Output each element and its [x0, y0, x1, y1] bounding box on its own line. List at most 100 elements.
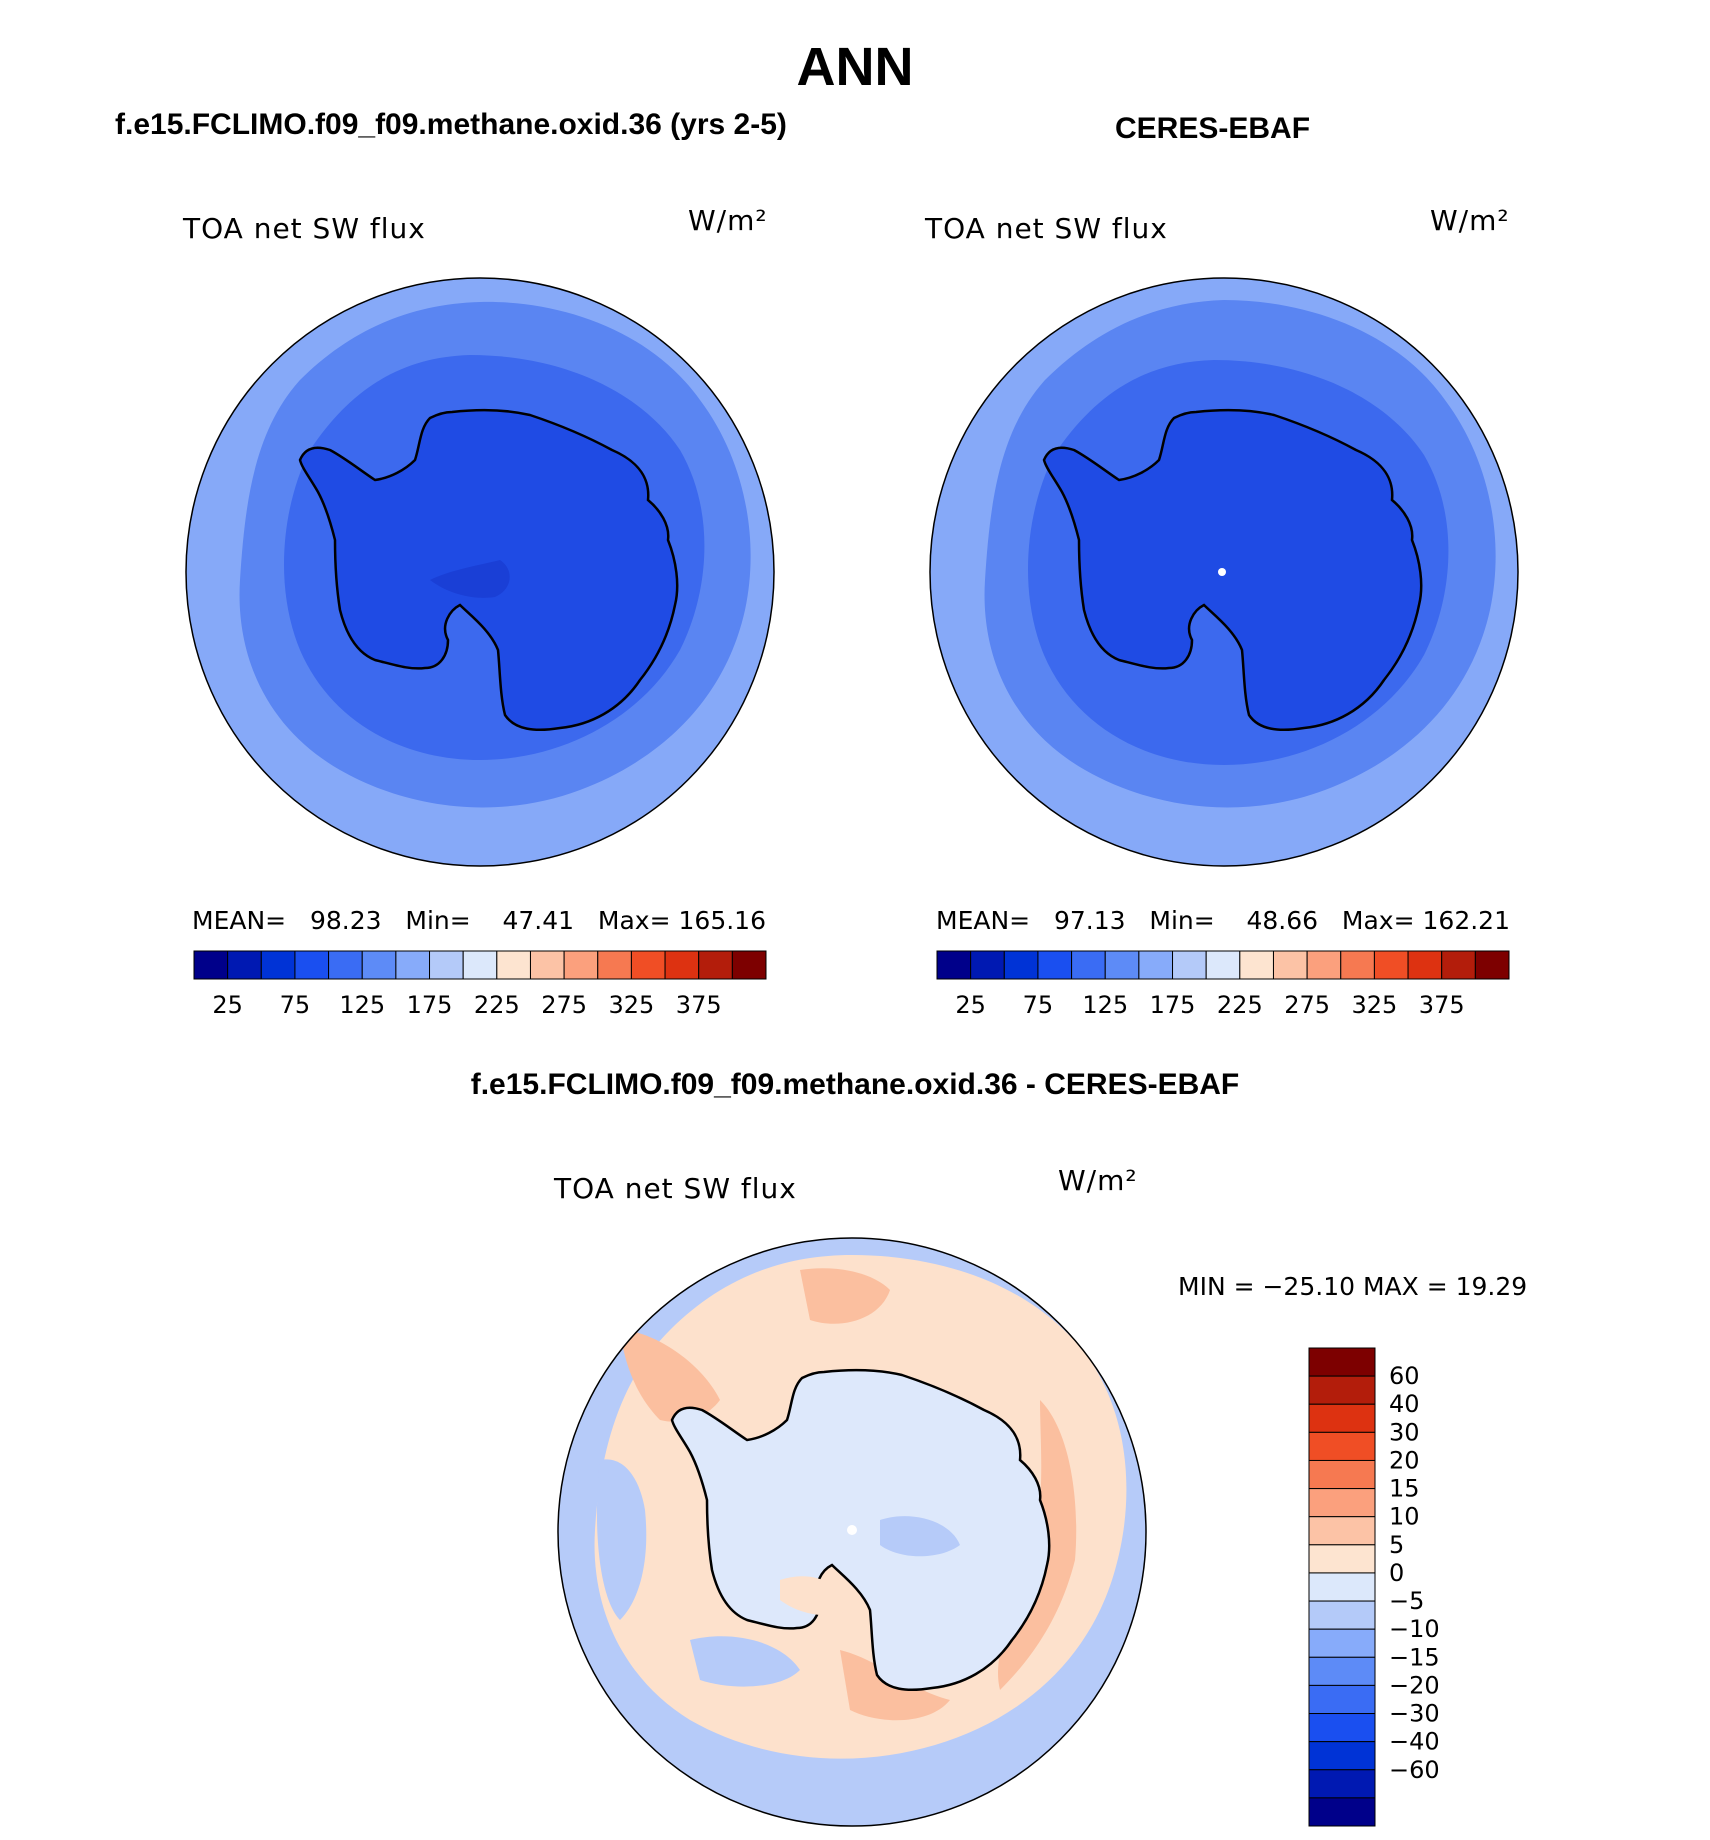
panel1-units-label: W/m² — [688, 204, 768, 237]
panel2-units-label: W/m² — [1430, 204, 1510, 237]
panel2-colorbar-swatch — [1272, 950, 1308, 980]
panel1-colorbar-swatch — [462, 950, 498, 980]
panel1-colorbar-swatch — [227, 950, 262, 980]
panel3-colorbar-swatch — [1308, 1544, 1376, 1574]
panel1-colorbar-swatch — [529, 950, 565, 980]
panel3-colorbar-swatch — [1308, 1684, 1376, 1715]
panel2-max-label: Max= — [1341, 906, 1415, 935]
panel3-interior-neg-patch — [880, 1516, 960, 1557]
panel1-mean-value: 98.23 — [309, 906, 382, 935]
panel3-pole-dot — [847, 1525, 857, 1535]
panel2-map — [930, 278, 1518, 866]
panel2-title: CERES-EBAF — [1115, 112, 1311, 145]
panel3-units-label: W/m² — [1058, 1164, 1138, 1197]
panel1-colorbar-swatch — [328, 950, 363, 980]
panel1-max-label: Max= — [597, 906, 671, 935]
panel2-colorbar-swatch — [970, 950, 1005, 980]
panel2-colorbar-swatch — [1306, 950, 1342, 980]
panel1-colorbar-tick-label: 225 — [474, 991, 520, 1019]
panel1-colorbar-swatch — [395, 950, 431, 980]
panel1-colorbar-swatch — [260, 950, 296, 980]
panel2-colorbar-tick-label: 225 — [1217, 991, 1263, 1019]
panel2-mean-value: 97.13 — [1053, 906, 1126, 935]
panel2-antarctica — [1042, 408, 1423, 732]
panel2-colorbar-swatch — [1441, 950, 1476, 980]
panel1-colorbar-swatch — [731, 950, 767, 980]
panel1-colorbar-swatch — [597, 950, 632, 980]
panel1-max-value: 165.16 — [678, 906, 766, 935]
panel3-colorbar-swatch — [1308, 1375, 1376, 1405]
panel1-colorbar-tick-label: 325 — [609, 991, 655, 1019]
panel2-colorbar-swatch — [1340, 950, 1375, 980]
panel3-colorbar-swatch — [1308, 1713, 1376, 1743]
panel1-variable-label: TOA net SW flux — [183, 212, 426, 245]
panel2-colorbar-swatch — [1373, 950, 1409, 980]
panel3-colorbar-tick-label: 30 — [1389, 1418, 1420, 1446]
panel2-colorbar-swatch — [1138, 950, 1174, 980]
panel3-colorbar-tick-label: −30 — [1389, 1700, 1440, 1728]
panel1-colorbar-swatch — [429, 950, 464, 980]
panel3-colorbar-tick-label: 60 — [1389, 1362, 1420, 1390]
panel3-colorbar-swatch — [1308, 1403, 1376, 1433]
panel2-colorbar-tick-label: 175 — [1150, 991, 1196, 1019]
panel3-pos2-patch-nw — [620, 1330, 720, 1422]
panel2-colorbar: 25 75 125 175 225 275 325 375 — [936, 950, 1510, 1019]
panel2-colorbar-swatch — [1172, 950, 1207, 980]
panel2-colorbar-swatch — [1474, 950, 1510, 980]
panel3-colorbar-swatch — [1308, 1347, 1376, 1377]
panel3-minmax: MIN = −25.10 MAX = 19.29 — [1178, 1272, 1528, 1301]
panel1-min-value: 47.41 — [502, 906, 575, 935]
panel3-colorbar-tick-label: −60 — [1389, 1756, 1440, 1784]
panel3-colorbar-tick-label: 40 — [1389, 1390, 1420, 1418]
panel2-colorbar-swatch — [1407, 950, 1443, 980]
panel1-map — [186, 278, 774, 866]
panel2-colorbar-swatch — [936, 950, 972, 980]
panel3-map — [558, 1238, 1146, 1826]
panel3-variable-label: TOA net SW flux — [554, 1172, 797, 1205]
panel3-interior-pos-patch — [780, 1576, 850, 1616]
panel3-title: f.e15.FCLIMO.f09_f09.methane.oxid.36 - C… — [470, 1068, 1240, 1101]
panel3-colorbar-swatch — [1308, 1572, 1376, 1602]
panel2-colorbar-swatch — [1239, 950, 1274, 980]
panel1-mean-label: MEAN= — [192, 906, 287, 935]
panel1-colorbar-swatch — [361, 950, 397, 980]
panel3-colorbar-tick-label: −5 — [1389, 1587, 1424, 1615]
panel2-mean-label: MEAN= — [936, 906, 1031, 935]
panel2-colorbar-tick-label: 375 — [1419, 991, 1465, 1019]
panel2-colorbar-swatch — [1104, 950, 1140, 980]
panel2-colorbar-tick-label: 325 — [1352, 991, 1398, 1019]
panel3-colorbar-swatch — [1308, 1741, 1376, 1771]
panel2-colorbar-swatch — [1205, 950, 1241, 980]
panel2-pole-dot — [1218, 568, 1226, 576]
panel3-colorbar-tick-label: −10 — [1389, 1615, 1440, 1643]
panel3-colorbar-swatch — [1308, 1769, 1376, 1799]
panel3-colorbar-swatch — [1308, 1431, 1376, 1461]
panel3-map-border — [557, 1237, 1147, 1827]
panel3-colorbar-swatch — [1308, 1628, 1376, 1658]
panel1-colorbar-swatch — [294, 950, 330, 980]
panel2-min-value: 48.66 — [1246, 906, 1319, 935]
panel1-map-border — [185, 277, 775, 867]
panel3-colorbar-swatch — [1308, 1488, 1376, 1518]
panel2-colorbar-tick-label: 275 — [1284, 991, 1330, 1019]
panel1-colorbar-tick-label: 375 — [676, 991, 722, 1019]
panel1-colorbar-tick-label: 75 — [280, 991, 311, 1019]
figure-suptitle: ANN — [796, 37, 914, 97]
panel2-map-border — [929, 277, 1519, 867]
panel2-min-label: Min= — [1149, 906, 1215, 935]
panel1-stats: MEAN= 98.23 Min= 47.41 Max= 165.16 — [192, 906, 766, 935]
panel3-colorbar-swatch — [1308, 1459, 1376, 1490]
panel1-min-label: Min= — [405, 906, 471, 935]
panel3-neg-patch-south — [690, 1636, 800, 1687]
panel2-max-value: 162.21 — [1422, 906, 1510, 935]
panel2-colorbar-swatch — [1071, 950, 1106, 980]
panel1-colorbar-tick-label: 175 — [407, 991, 453, 1019]
panel3-colorbar-tick-label: 0 — [1389, 1559, 1404, 1587]
panel1-colorbar-swatch — [193, 950, 229, 980]
panel1-core-patch — [430, 560, 510, 598]
panel3-colorbar-swatch — [1308, 1600, 1376, 1630]
panel3-colorbar-tick-label: 10 — [1389, 1503, 1420, 1531]
panel2-colorbar-tick-label: 75 — [1023, 991, 1054, 1019]
